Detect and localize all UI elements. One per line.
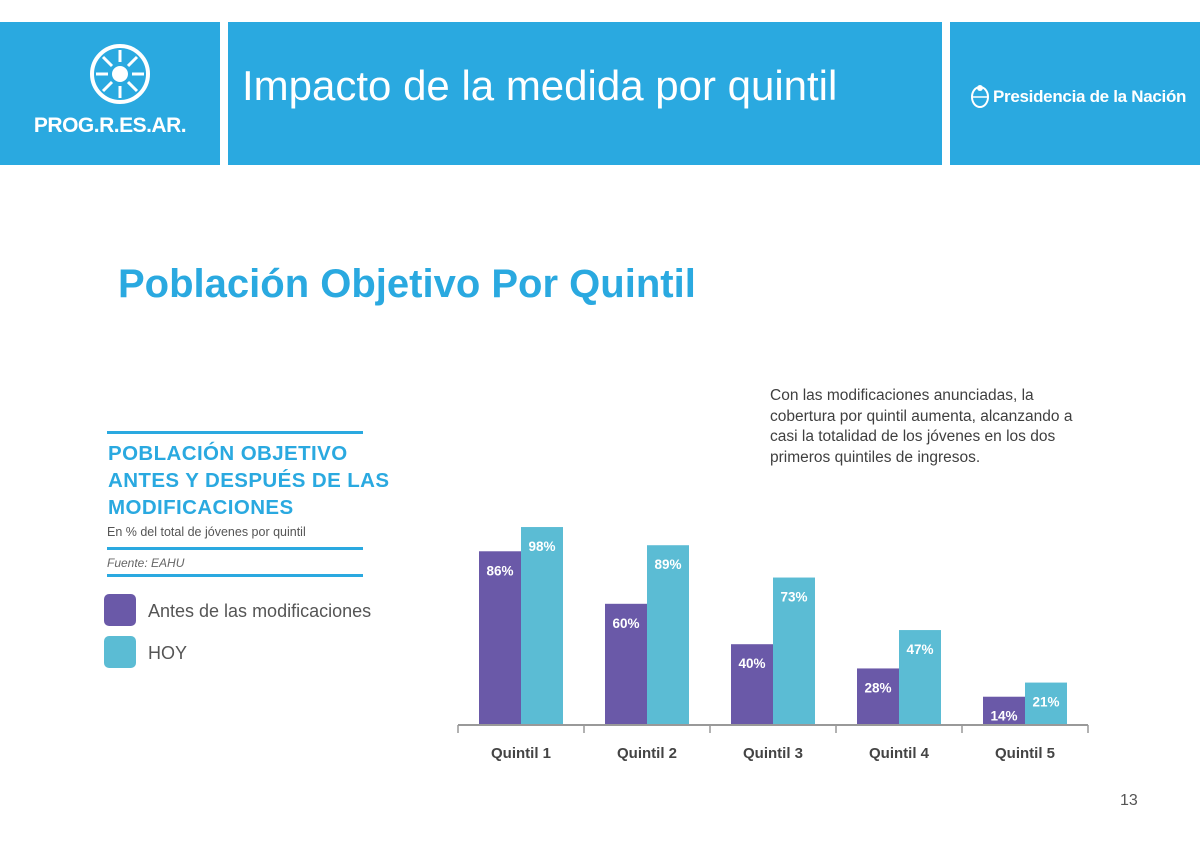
data-label-today-2: 89%: [654, 557, 681, 572]
bar-today-5: [1025, 682, 1067, 725]
x-tick-label-4: Quintil 4: [869, 745, 930, 762]
data-label-today-4: 47%: [906, 642, 933, 657]
panel-divider-top: [107, 431, 363, 434]
bar-before-2: [605, 603, 647, 725]
chart-note: Con las modificaciones anunciadas, la co…: [770, 387, 1073, 466]
x-tick-label-2: Quintil 2: [617, 745, 677, 762]
panel-divider-bottom: [107, 574, 363, 577]
chart-source: Fuente: EAHU: [107, 556, 185, 570]
bar-today-2: [647, 545, 689, 725]
progresar-emblem-icon: [90, 44, 150, 104]
legend-label-before: Antes de las modificaciones: [148, 601, 372, 621]
bar-today-4: [899, 630, 941, 725]
coat-of-arms-icon: [971, 85, 989, 108]
bar-before-3: [731, 644, 773, 725]
data-label-before-2: 60%: [612, 616, 639, 631]
bar-today-3: [773, 577, 815, 725]
bar-before-5: [983, 696, 1025, 725]
data-label-before-5: 14%: [990, 709, 1017, 724]
header-title-panel: Impacto de la medida por quintil: [228, 22, 942, 165]
bar-today-1: [521, 527, 563, 725]
page-title: Impacto de la medida por quintil: [242, 62, 838, 109]
x-tick-label-1: Quintil 1: [491, 745, 551, 762]
chart-panel-subtitle: En % del total de jóvenes por quintil: [107, 525, 306, 539]
data-label-today-1: 98%: [528, 539, 555, 554]
data-label-before-4: 28%: [864, 680, 891, 695]
presidencia-logo-text: Presidencia de la Nación: [993, 87, 1187, 106]
chart-panel-title: POBLACIÓN OBJETIVO ANTES Y DESPUÉS DE LA…: [108, 442, 390, 519]
legend-label-today: HOY: [148, 643, 188, 663]
data-label-today-3: 73%: [780, 590, 807, 605]
panel-divider-middle: [107, 547, 363, 550]
legend-swatch-before: [104, 594, 136, 626]
x-tick-label-5: Quintil 5: [995, 745, 1055, 762]
bar-before-1: [479, 551, 521, 725]
data-label-before-1: 86%: [486, 563, 513, 578]
data-label-before-3: 40%: [738, 656, 765, 671]
data-label-today-5: 21%: [1032, 695, 1059, 710]
bar-before-4: [857, 668, 899, 725]
presidencia-logo-panel: Presidencia de la Nación: [950, 22, 1200, 165]
progresar-logo-panel: PROG.R.ES.AR.: [0, 22, 220, 165]
legend-swatch-today: [104, 636, 136, 668]
section-title: Población Objetivo Por Quintil: [118, 262, 696, 306]
x-tick-label-3: Quintil 3: [743, 745, 803, 762]
progresar-logo-text: PROG.R.ES.AR.: [33, 114, 187, 137]
page-number: 13: [1120, 792, 1138, 809]
